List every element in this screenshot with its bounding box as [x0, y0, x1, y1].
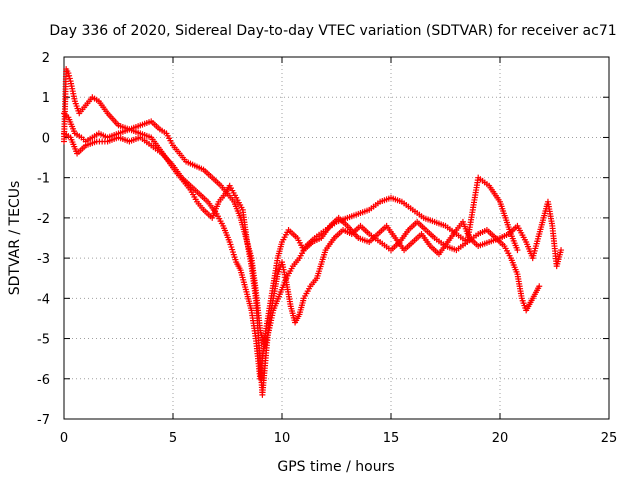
data-point	[66, 72, 73, 79]
y-tick-label: -6	[37, 373, 50, 388]
data-point	[558, 247, 565, 254]
data-series	[61, 110, 543, 398]
x-tick-label: 10	[274, 431, 291, 446]
y-axis-label: SDTVAR / TECUs	[7, 181, 23, 296]
y-tick-label: -5	[37, 333, 50, 348]
data-point	[66, 75, 73, 82]
x-tick-label: 20	[492, 431, 509, 446]
y-tick-label: -1	[37, 172, 50, 187]
y-axis-ticks: 2 1 0 -1 -2 -3 -4 -5 -6 -7	[37, 51, 609, 428]
y-tick-label: -3	[37, 252, 50, 267]
data-series	[61, 130, 565, 382]
y-tick-label: -2	[37, 212, 50, 227]
chart-title: Day 336 of 2020, Sidereal Day-to-day VTE…	[49, 23, 616, 39]
plot-frame	[63, 56, 610, 420]
data-points	[61, 66, 565, 398]
x-tick-label: 5	[169, 431, 177, 446]
data-point	[514, 247, 521, 254]
data-point	[65, 70, 72, 77]
y-tick-label: 0	[42, 131, 50, 146]
x-tick-label: 15	[383, 431, 400, 446]
data-point	[536, 283, 543, 290]
x-tick-label: 0	[60, 431, 68, 446]
y-tick-label: -4	[37, 292, 50, 307]
x-axis-ticks: 0 5 10 15 20 25	[60, 57, 617, 446]
y-tick-label: -7	[37, 413, 50, 428]
y-tick-label: 2	[42, 51, 50, 66]
y-tick-label: 1	[42, 91, 50, 106]
x-axis-label: GPS time / hours	[277, 459, 394, 475]
x-tick-label: 25	[601, 431, 618, 446]
